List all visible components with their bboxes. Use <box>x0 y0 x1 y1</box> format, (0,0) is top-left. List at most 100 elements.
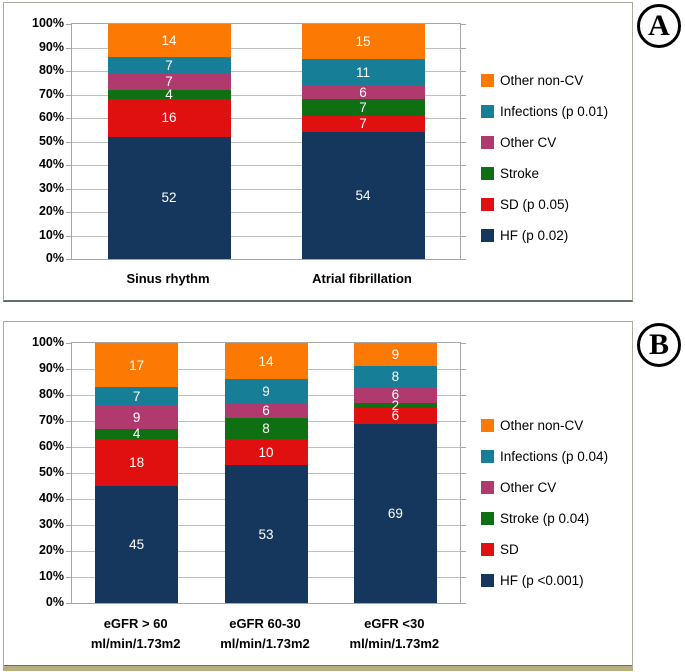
axis-tick-mark <box>461 369 466 370</box>
bar-segment: 18 <box>95 439 179 486</box>
axis-tick-mark <box>66 421 71 422</box>
axis-tick-mark <box>66 165 71 166</box>
legend-swatch <box>481 198 494 211</box>
category-label: eGFR <30 ml/min/1.73m2 <box>349 616 440 651</box>
axis-tick-mark <box>461 24 466 25</box>
legend-swatch <box>481 419 494 432</box>
legend-swatch <box>481 450 494 463</box>
segment-value-label: 17 <box>129 357 145 373</box>
segment-value-label: 11 <box>355 64 370 80</box>
legend-swatch <box>481 74 494 87</box>
segment-value-label: 16 <box>161 110 177 126</box>
axis-tick-mark <box>66 577 71 578</box>
segment-value-label: 15 <box>355 34 371 50</box>
axis-tick-mark <box>66 369 71 370</box>
bar-segment: 7 <box>95 387 179 406</box>
bar-segment: 45 <box>95 485 179 603</box>
legend-item: HF (p <0.001) <box>481 565 608 596</box>
segment-value-label: 6 <box>391 408 400 424</box>
gridline <box>72 141 460 143</box>
legend-swatch <box>481 512 494 525</box>
segment-value-label: 4 <box>165 86 173 102</box>
bar-segment: 4 <box>107 86 231 102</box>
segment-value-label: 7 <box>165 57 173 73</box>
axis-tick-mark <box>461 421 466 422</box>
category-label: Sinus rhythm <box>126 271 210 286</box>
y-axis-tick-label: 80% <box>38 63 64 77</box>
legend-item: Infections (p 0.01) <box>481 96 608 127</box>
y-axis-tick-label: 100% <box>32 16 64 30</box>
y-axis-tick-label: 0% <box>45 595 64 609</box>
gridline <box>72 165 460 166</box>
category-label: Atrial fibrillation <box>312 271 412 286</box>
axis-tick-mark <box>66 551 71 552</box>
bar-segment: 9 <box>224 379 308 403</box>
legend-label: HF (p 0.02) <box>500 228 569 243</box>
stacked-bar: 14 9 6 8 10 53 <box>224 343 308 603</box>
legend-item: Stroke <box>481 158 608 189</box>
axis-tick-mark <box>66 259 71 260</box>
y-axis-tick-label: 70% <box>38 86 64 101</box>
bar-segment: 14 <box>224 343 308 380</box>
stacked-bar: 9 8 6 2 6 69 <box>353 343 437 603</box>
legend-item: HF (p 0.02) <box>481 220 608 251</box>
stacked-bar: 17 7 9 4 18 45 <box>95 343 179 603</box>
bar-segment: 7 <box>107 73 231 90</box>
segment-value-label: 52 <box>161 190 177 206</box>
legend-swatch <box>481 229 494 242</box>
axis-tick-mark <box>461 165 466 166</box>
stacked-bar: 15 11 6 7 7 54 <box>301 24 425 259</box>
legend-item: SD (p 0.05) <box>481 189 608 220</box>
axis-tick-mark <box>461 235 466 237</box>
axis-tick-mark <box>66 188 71 190</box>
legend-item: Other CV <box>481 472 608 503</box>
legend-label: Other non-CV <box>500 418 584 433</box>
legend-label: Stroke <box>500 166 540 181</box>
axis-tick-mark <box>66 473 71 474</box>
bar-segment: 6 <box>353 407 437 424</box>
segment-value-label: 6 <box>391 387 400 403</box>
segment-value-label: 8 <box>262 421 270 437</box>
y-axis-tick-label: 30% <box>38 517 64 531</box>
legend-item: Stroke (p 0.04) <box>481 503 608 534</box>
segment-value-label: 9 <box>391 347 400 363</box>
bar-segment: 14 <box>107 24 231 57</box>
axis-tick-mark <box>66 343 71 344</box>
y-axis-tick-label: 40% <box>38 491 64 505</box>
bar-segment: 2 <box>353 399 437 412</box>
axis-tick-mark <box>461 343 466 344</box>
gridline <box>72 188 460 190</box>
segment-value-label: 9 <box>132 409 141 425</box>
bar-segment: 54 <box>301 132 425 259</box>
bar-segment: 6 <box>224 402 308 419</box>
legend-swatch <box>481 574 494 587</box>
legend-label: Other CV <box>500 135 557 150</box>
segment-value-label: 69 <box>387 505 403 521</box>
axis-tick-mark <box>66 603 71 604</box>
panel-b-badge: B <box>637 323 681 367</box>
segment-value-label: 54 <box>355 188 371 203</box>
axis-tick-mark <box>461 259 466 260</box>
bar-segment: 6 <box>353 387 437 403</box>
y-axis-tick-label: 10% <box>38 569 64 583</box>
axis-tick-mark <box>66 94 71 96</box>
axis-tick-mark <box>461 47 466 49</box>
axis-tick-mark <box>461 118 466 119</box>
gridline <box>72 212 460 213</box>
axis-tick-mark <box>66 447 71 448</box>
axis-tick-mark <box>66 71 71 72</box>
segment-value-label: 14 <box>161 32 177 48</box>
bar-segment: 17 <box>95 343 179 388</box>
y-axis-tick-label: 60% <box>38 439 64 453</box>
plot-area: 17 7 9 4 18 45 14 9 6 8 10 53 9 8 6 2 6 69 <box>66 342 466 604</box>
axis-tick-mark <box>66 212 71 213</box>
axis-tick-mark <box>66 118 71 119</box>
legend: Other non-CV Infections (p 0.01) Other CV S… <box>481 65 608 251</box>
panel-b: 100% 90% 80% 70% 60% 50% 40% 30% 20% 10% 0% 17 7 9 4 18… <box>3 321 633 671</box>
segment-value-label: 2 <box>391 397 400 413</box>
bar-segment: 69 <box>353 423 437 603</box>
gridline <box>72 71 460 72</box>
bar-segment: 53 <box>224 465 308 603</box>
axis-tick-mark <box>461 71 466 72</box>
y-axis-tick-label: 10% <box>38 227 64 242</box>
